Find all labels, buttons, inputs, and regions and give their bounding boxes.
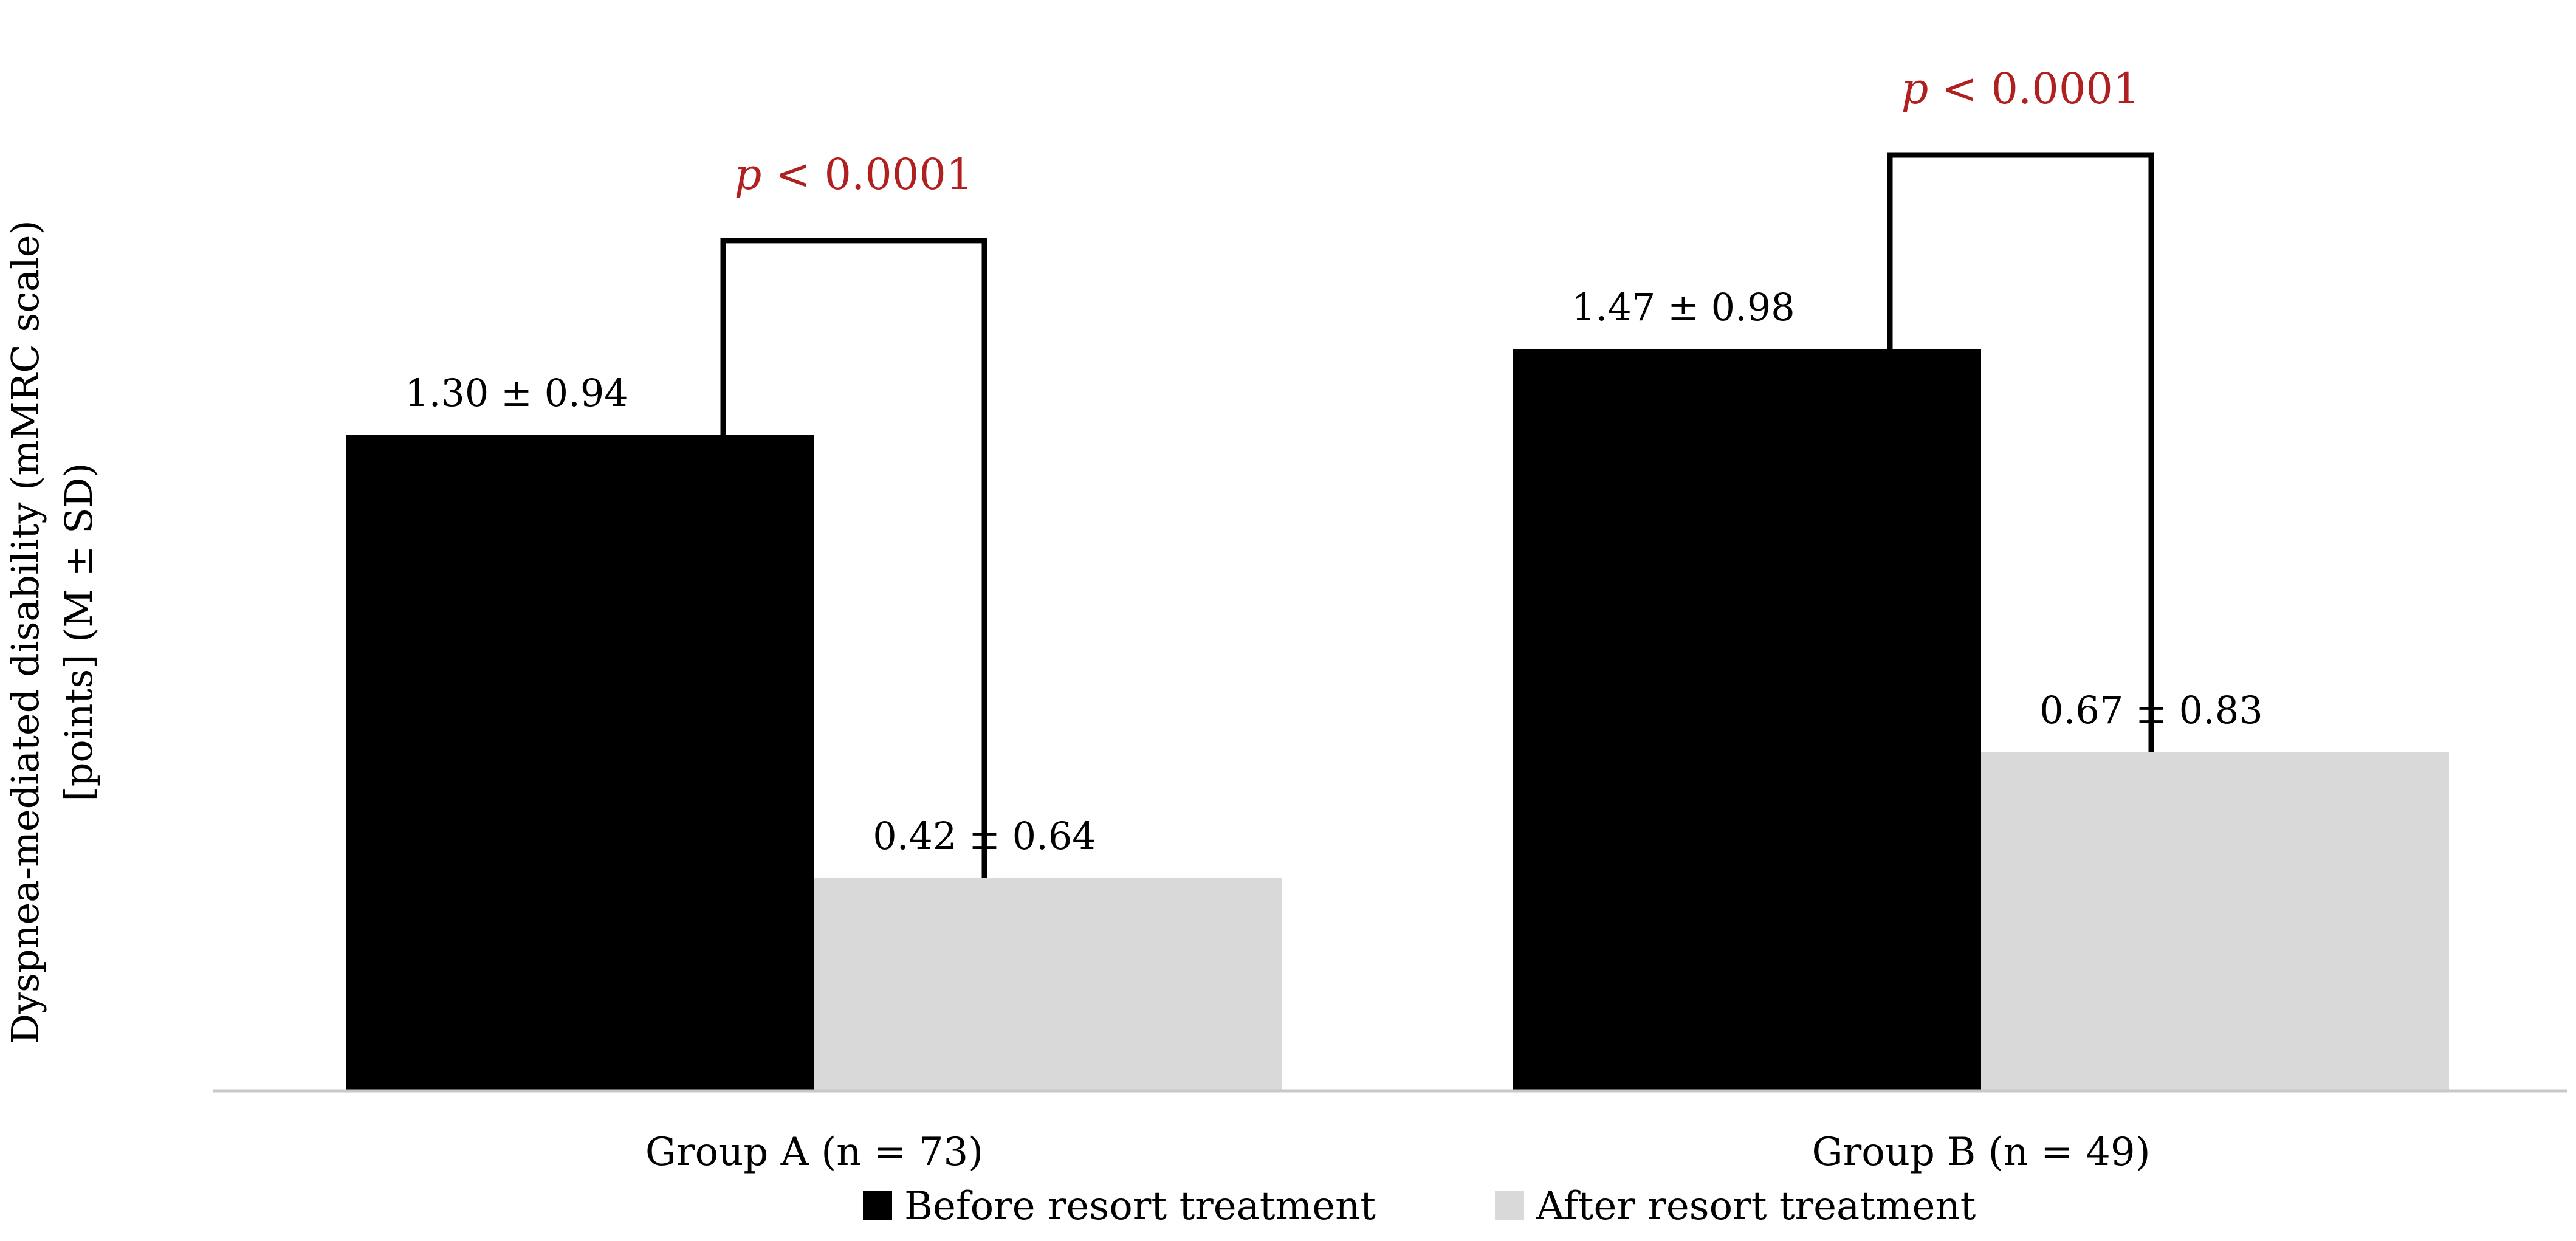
legend-label-1: After resort treatment xyxy=(1536,1184,1976,1229)
data-label: 1.47 ± 0.98 xyxy=(1571,285,1795,329)
y-axis-title-line: [points] (M ± SD) xyxy=(57,462,101,801)
p-value-label: p < 0.0001 xyxy=(735,150,974,199)
bar-after-resort-treatment-1 xyxy=(1981,752,2449,1090)
legend: Before resort treatment After resort trea… xyxy=(863,1184,1976,1229)
significance-brackets: p < 0.0001 p < 0.0001 xyxy=(720,64,2154,878)
legend-swatch-1 xyxy=(1495,1191,1524,1220)
significance-bracket xyxy=(720,238,987,878)
x-tick-label: Group B (n = 49) xyxy=(1812,1130,2150,1175)
y-axis-title-line: Dyspnea-mediated disability (mMRC scale) xyxy=(3,220,47,1043)
x-tick-labels: Group A (n = 73) Group B (n = 49) xyxy=(645,1130,2151,1175)
bars xyxy=(346,349,2449,1090)
bar-before-resort-treatment-0 xyxy=(346,435,814,1090)
legend-swatch-0 xyxy=(863,1191,892,1220)
p-value-label: p < 0.0001 xyxy=(1901,64,2140,114)
x-tick-label: Group A (n = 73) xyxy=(645,1130,983,1175)
legend-label-0: Before resort treatment xyxy=(904,1184,1376,1229)
bar-after-resort-treatment-0 xyxy=(814,878,1282,1090)
y-axis-title: Dyspnea-mediated disability (mMRC scale)… xyxy=(3,220,101,1043)
significance-bracket xyxy=(1887,152,2154,752)
data-label: 1.30 ± 0.94 xyxy=(405,371,628,415)
bar-before-resort-treatment-1 xyxy=(1513,349,1981,1090)
